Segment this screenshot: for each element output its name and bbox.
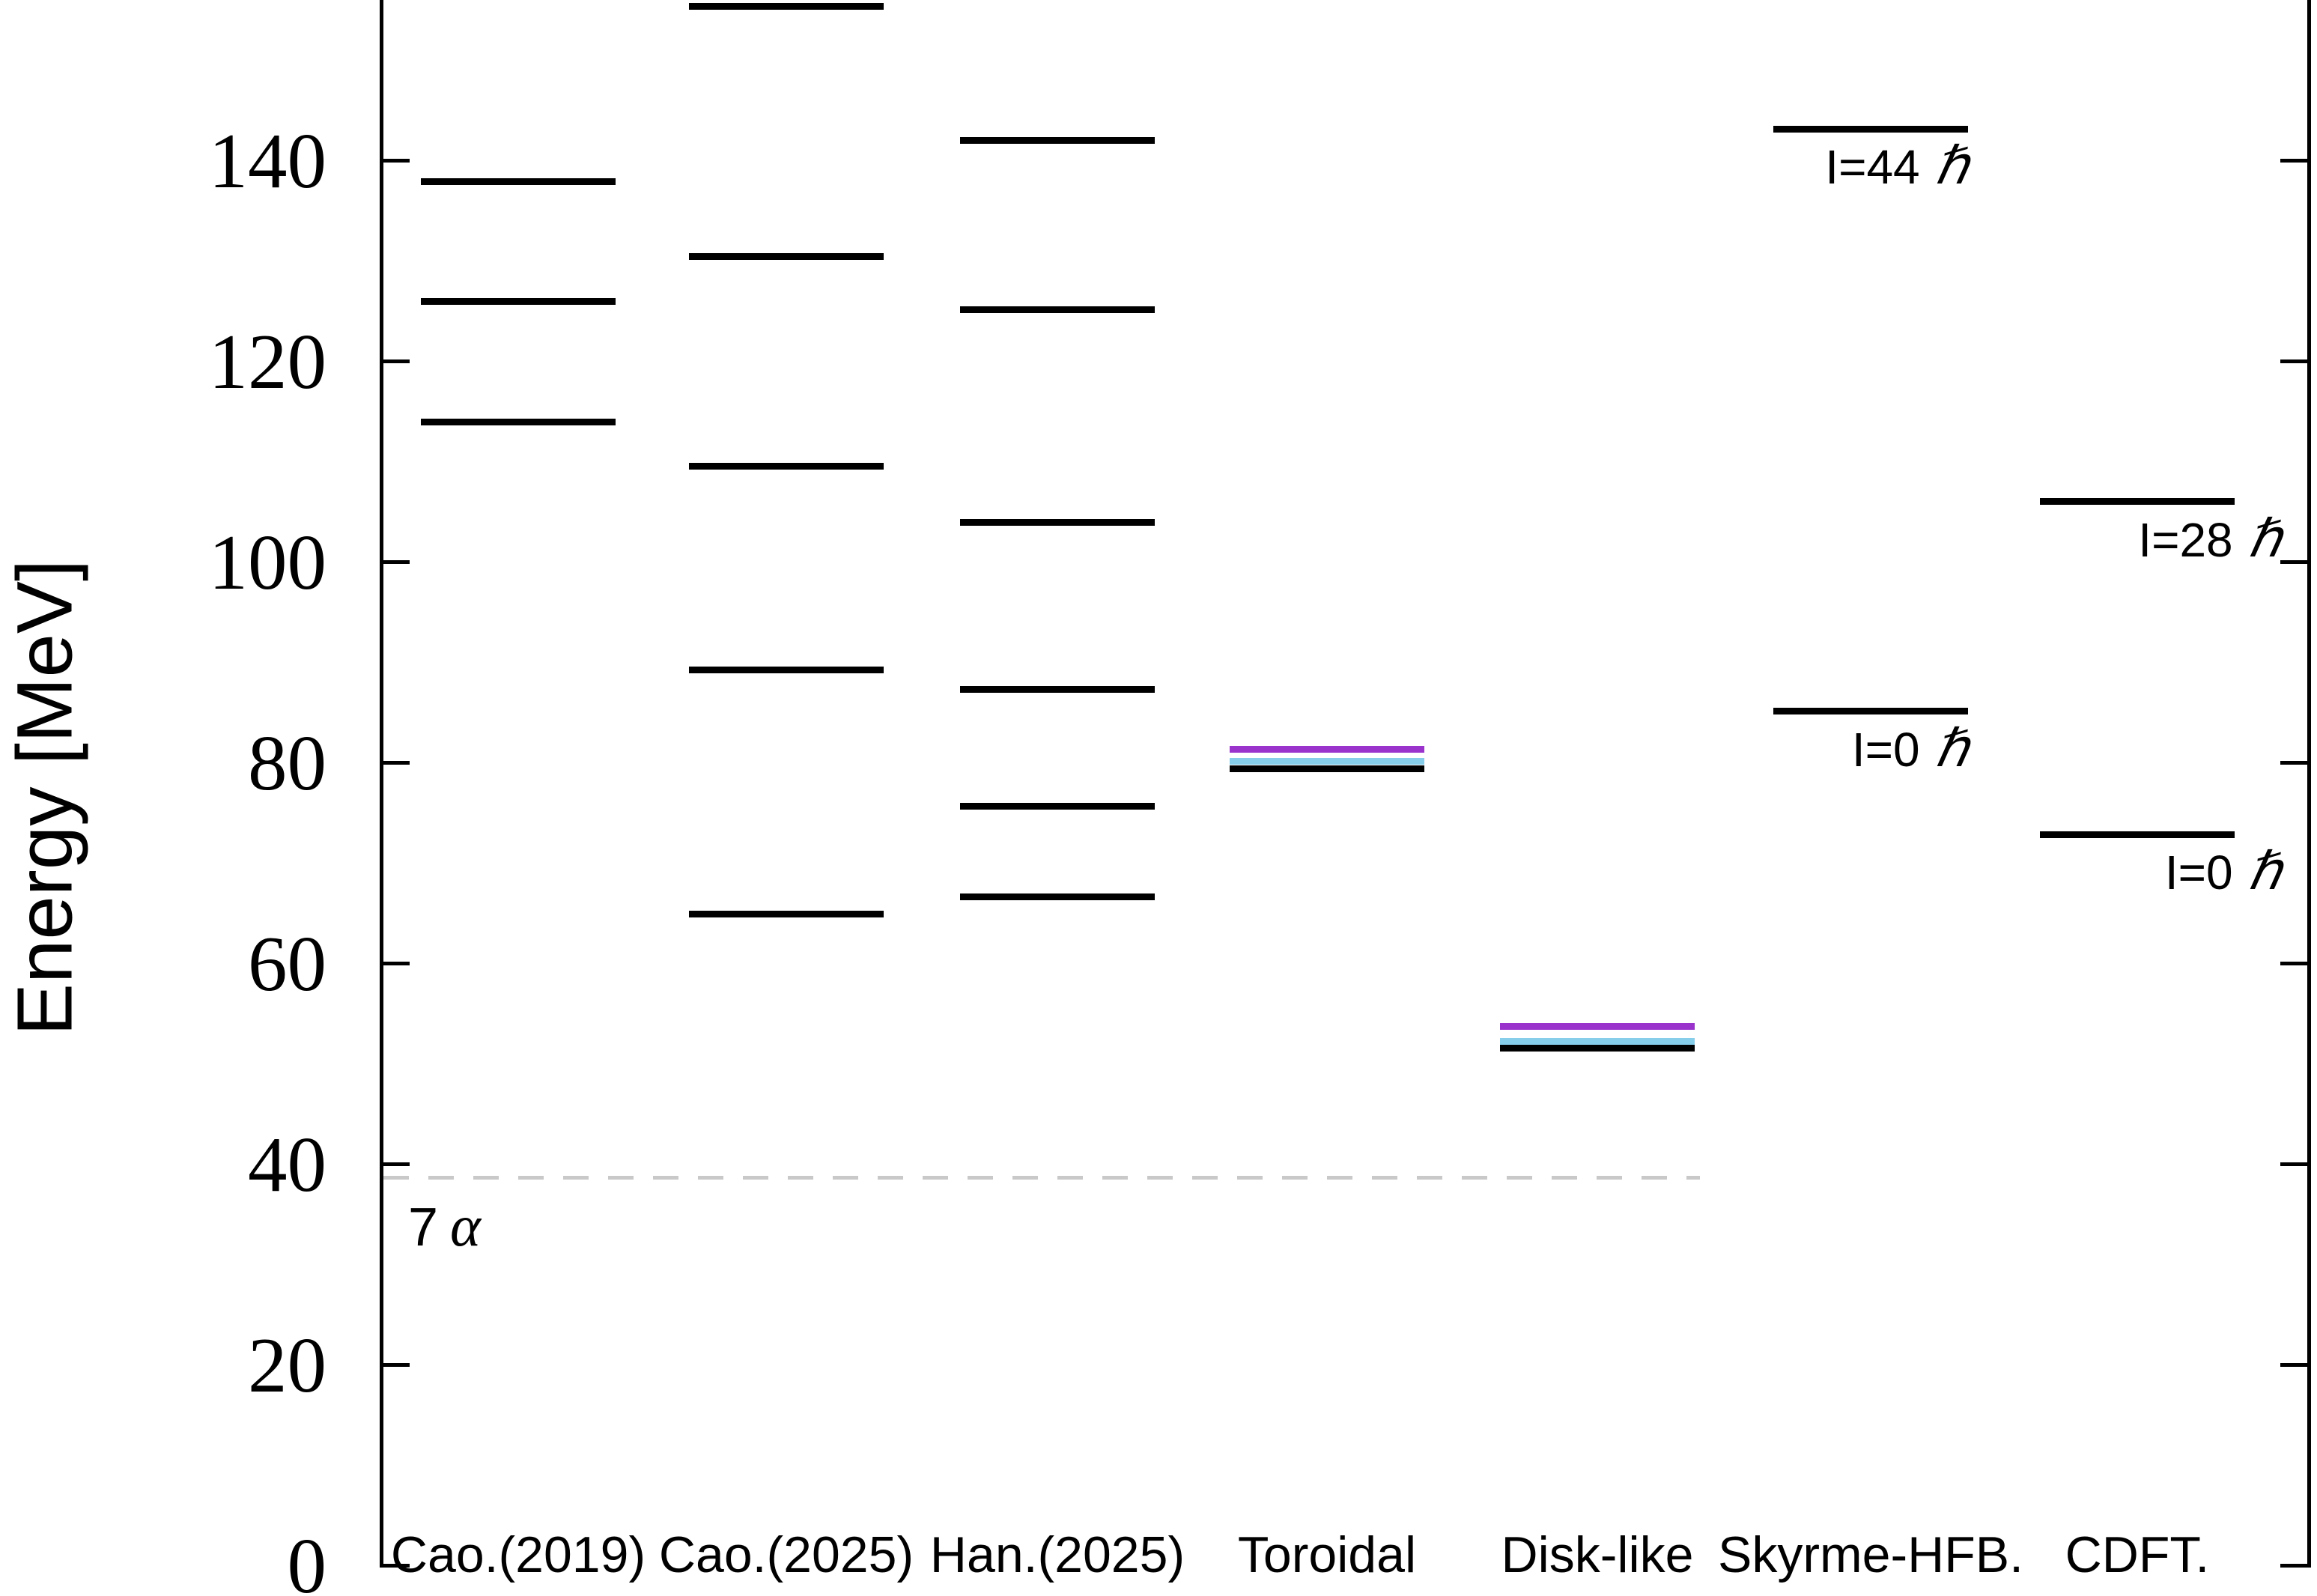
y-axis-tick-left [381,559,410,564]
spin-annotation: I=0 ℏ [1851,720,1968,778]
alpha-symbol: α [450,1193,481,1258]
energy-level-line [1230,758,1424,765]
y-axis-tick-left [381,1563,410,1568]
y-axis-tick-left [381,961,410,965]
energy-level-line [689,910,884,917]
y-axis-tick-label: 40 [248,1120,327,1208]
y-axis-tick-left [381,158,410,163]
y-axis-right-spine [2307,0,2311,1568]
y-axis-tick-label: 0 [287,1522,327,1596]
y-axis-title: Energy [MeV] [1,559,89,1037]
hbar-symbol: ℏ [2247,843,2281,902]
spin-annotation: I=0 ℏ [2164,843,2281,902]
x-category-label: Cao.(2019) [390,1526,646,1583]
x-category-label: Toroidal [1237,1526,1417,1583]
energy-level-line [960,685,1155,693]
energy-level-line [1230,765,1424,772]
seven-alpha-threshold-line [383,1176,1700,1180]
energy-level-line [2040,498,2235,506]
y-axis-tick-right [2280,559,2309,564]
y-axis-tick-label: 100 [208,518,327,606]
x-category-label: CDFT. [2065,1526,2210,1583]
energy-level-line [1773,708,1968,715]
y-axis-tick-left [381,359,410,363]
energy-level-line [421,298,616,306]
x-category-label: Disk-like [1501,1526,1694,1583]
energy-level-line [960,306,1155,314]
energy-level-line [960,519,1155,527]
energy-level-line [960,893,1155,901]
energy-level-line [2040,831,2235,838]
y-axis-tick-left [381,760,410,765]
y-axis-tick-right [2280,359,2309,363]
x-category-label: Han.(2025) [929,1526,1185,1583]
y-axis-tick-label: 80 [248,719,327,807]
y-axis-tick-label: 120 [208,318,327,405]
y-axis-tick-right [2280,760,2309,765]
energy-level-line [421,419,616,426]
y-axis-tick-right [2280,158,2309,163]
y-axis-tick-left [381,1362,410,1367]
x-category-label: Skyrme-HFB. [1718,1526,2023,1583]
y-axis-tick-label: 60 [248,920,327,1007]
y-axis-left-spine [380,0,383,1568]
energy-level-line [689,3,884,10]
hbar-symbol: ℏ [2247,510,2281,568]
energy-level-line [1500,1045,1695,1052]
energy-level-line [960,803,1155,810]
spin-annotation: I=44 ℏ [1825,138,1968,196]
x-category-label: Cao.(2025) [658,1526,914,1583]
energy-level-line [1230,746,1424,753]
energy-level-line [1500,1022,1695,1030]
y-axis-tick-right [2280,1162,2309,1166]
energy-level-line [1500,1038,1695,1046]
y-axis-tick-right [2280,961,2309,965]
energy-level-line [960,136,1155,144]
energy-level-line [689,253,884,261]
y-axis-tick-label: 140 [208,117,327,204]
hbar-symbol: ℏ [1934,138,1968,196]
energy-level-line [689,667,884,674]
energy-level-line [1773,125,1968,133]
energy-level-line [689,463,884,470]
y-axis-tick-right [2280,1362,2309,1367]
hbar-symbol: ℏ [1934,720,1968,778]
y-axis-tick-label: 20 [248,1321,327,1409]
energy-level-line [421,177,616,185]
spin-annotation: I=28 ℏ [2138,510,2281,568]
y-axis-tick-right [2280,1563,2309,1568]
y-axis-tick-left [381,1162,410,1166]
